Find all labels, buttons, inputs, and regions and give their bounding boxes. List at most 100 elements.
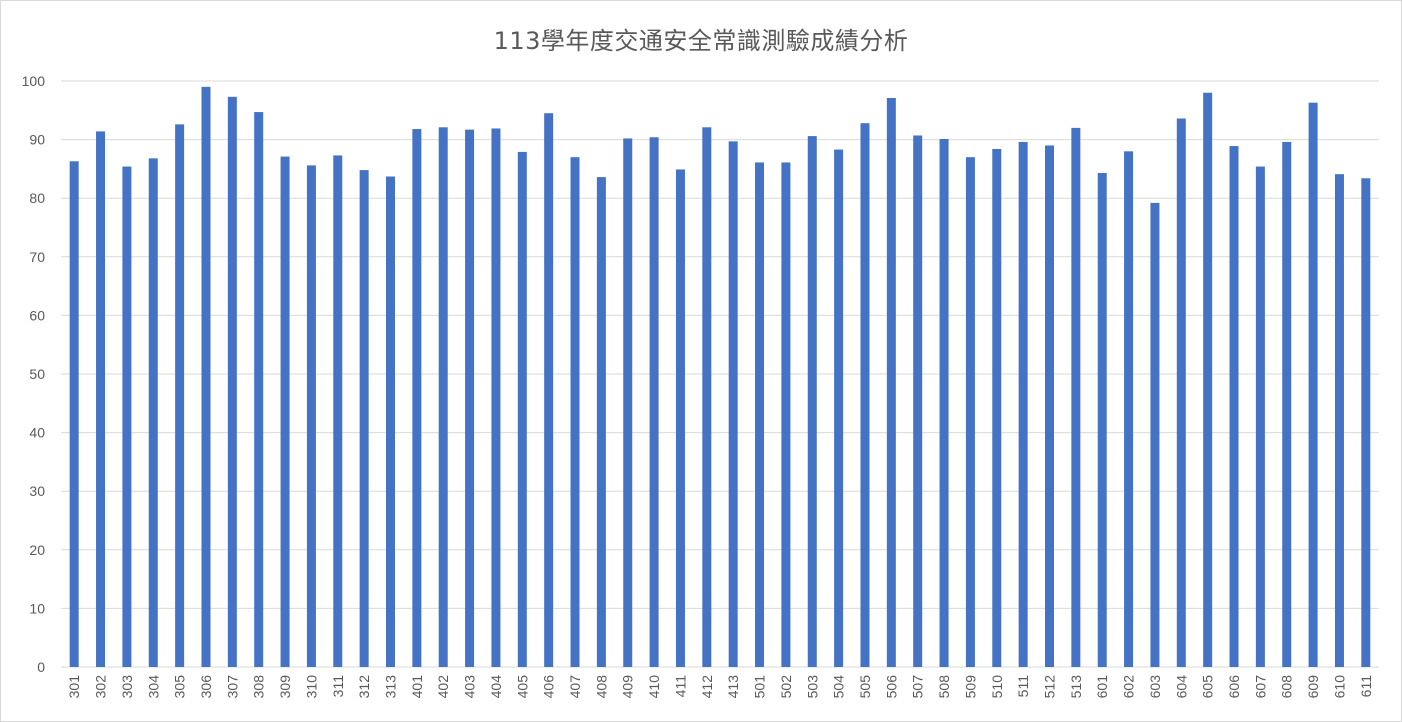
x-tick-label: 513 <box>1068 675 1084 699</box>
x-tick-label: 413 <box>725 675 741 699</box>
bar <box>649 137 659 668</box>
bar <box>306 165 316 667</box>
x-tick-label: 605 <box>1200 675 1216 699</box>
bar <box>1229 146 1239 667</box>
bar <box>1203 92 1213 668</box>
bar <box>1334 174 1344 667</box>
bar <box>96 131 106 667</box>
bar <box>1045 145 1054 667</box>
x-tick-label: 305 <box>172 675 188 699</box>
bar <box>517 151 527 667</box>
x-tick-label: 406 <box>541 675 557 699</box>
y-tick-label: 90 <box>29 132 45 148</box>
bar <box>544 113 554 668</box>
x-tick-label: 606 <box>1226 675 1242 699</box>
bar <box>1255 166 1265 667</box>
bar <box>1097 173 1107 667</box>
bar <box>860 123 870 667</box>
bar <box>359 170 369 667</box>
x-tick-label: 311 <box>330 675 346 698</box>
x-tick-label: 609 <box>1305 675 1321 699</box>
x-tick-label: 512 <box>1042 675 1058 699</box>
bar <box>412 129 422 667</box>
bar <box>1176 118 1186 667</box>
bar <box>280 156 290 667</box>
x-tick-label: 610 <box>1331 675 1347 699</box>
y-tick-label: 60 <box>29 307 45 323</box>
bar <box>227 96 237 667</box>
y-tick-label: 70 <box>29 249 45 265</box>
y-tick-label: 0 <box>37 659 45 675</box>
bar <box>781 162 791 668</box>
x-tick-label: 403 <box>462 675 478 699</box>
x-tick-label: 506 <box>883 675 899 699</box>
x-tick-label: 312 <box>356 675 372 699</box>
bar <box>675 169 685 667</box>
x-tick-label: 503 <box>804 675 820 699</box>
bar <box>148 158 158 668</box>
x-tick-label: 308 <box>251 675 267 699</box>
x-tick-label: 306 <box>198 675 214 699</box>
bar <box>201 86 211 668</box>
x-tick-label: 408 <box>593 675 609 699</box>
x-tick-label: 309 <box>277 675 293 699</box>
x-tick-label: 313 <box>383 675 399 699</box>
x-tick-label: 307 <box>224 675 240 699</box>
bar <box>728 141 738 667</box>
x-tick-label: 607 <box>1252 675 1268 699</box>
y-tick-label: 30 <box>29 483 45 499</box>
x-tick-label: 402 <box>435 675 451 699</box>
x-tick-label: 302 <box>93 675 109 699</box>
bar <box>1018 141 1028 668</box>
bar <box>491 128 501 667</box>
x-tick-label: 608 <box>1279 675 1295 699</box>
x-tick-label: 409 <box>620 675 636 699</box>
x-tick-label: 407 <box>567 675 583 699</box>
y-tick-label: 100 <box>22 73 46 89</box>
x-tick-label: 602 <box>1121 675 1137 699</box>
x-tick-label: 509 <box>962 675 978 699</box>
x-tick-label: 501 <box>752 675 768 699</box>
bar <box>1361 178 1371 667</box>
y-tick-label: 80 <box>29 190 45 206</box>
bar <box>1071 127 1081 667</box>
x-tick-label: 601 <box>1094 675 1110 699</box>
bar <box>438 127 448 667</box>
chart-title: 113學年度交通安全常識測驗成績分析 <box>493 27 909 55</box>
bar <box>333 155 343 667</box>
x-tick-label: 504 <box>831 675 847 699</box>
x-tick-label: 410 <box>646 675 662 699</box>
x-tick-label: 301 <box>66 675 82 699</box>
x-tick-label: 505 <box>857 675 873 699</box>
bar <box>254 112 264 668</box>
x-tick-label: 401 <box>409 675 425 699</box>
bar <box>755 162 765 668</box>
bar <box>965 157 975 667</box>
x-tick-label: 510 <box>989 675 1005 699</box>
bar <box>623 138 633 668</box>
bar <box>596 177 606 667</box>
bar <box>886 97 896 667</box>
x-tick-label: 511 <box>1015 675 1031 698</box>
bar <box>834 149 844 667</box>
bar <box>465 129 475 667</box>
x-tick-label: 611 <box>1358 675 1374 698</box>
bar <box>1150 202 1160 667</box>
bar <box>1308 102 1318 667</box>
bar <box>913 135 923 668</box>
bar <box>1282 141 1292 668</box>
bar <box>702 127 712 667</box>
x-tick-label: 502 <box>778 675 794 699</box>
bar <box>939 139 949 667</box>
x-tick-label: 507 <box>910 675 926 699</box>
x-tick-label: 310 <box>303 675 319 699</box>
x-tick-label: 412 <box>699 675 715 699</box>
bar <box>1124 151 1134 667</box>
bar <box>386 176 395 667</box>
y-tick-label: 10 <box>29 600 45 616</box>
x-tick-label: 411 <box>672 675 688 698</box>
x-tick-label: 405 <box>514 675 530 699</box>
bar <box>992 148 1002 667</box>
